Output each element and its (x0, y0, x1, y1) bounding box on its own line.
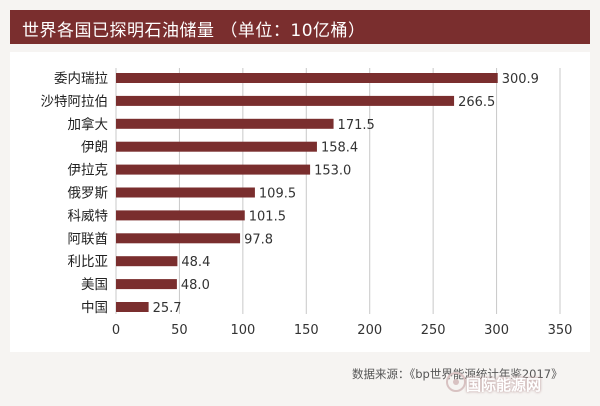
x-tick-label: 200 (357, 323, 382, 338)
value-label: 153.0 (314, 164, 351, 179)
category-label: 美国 (81, 277, 108, 293)
bar (116, 210, 245, 221)
bar (116, 233, 241, 244)
x-tick-label: 100 (230, 323, 255, 338)
category-label: 加拿大 (68, 116, 109, 133)
category-label: 俄罗斯 (68, 186, 109, 202)
x-tick-label: 350 (548, 323, 573, 338)
bar (116, 141, 317, 152)
category-label: 委内瑞拉 (54, 71, 108, 87)
category-label: 科威特 (68, 208, 109, 224)
x-tick-label: 150 (294, 323, 319, 338)
bar (116, 302, 149, 312)
value-label: 158.4 (321, 141, 358, 156)
x-tick-label: 250 (421, 323, 446, 338)
value-label: 171.5 (338, 118, 375, 133)
chart-title: 世界各国已探明石油储量 （单位：10亿桶） (22, 21, 366, 41)
bar (116, 118, 334, 129)
category-label: 利比亚 (68, 254, 109, 270)
value-label: 266.5 (458, 95, 495, 110)
bar (116, 164, 311, 175)
category-label: 伊拉克 (68, 163, 109, 179)
category-label: 沙特阿拉伯 (41, 94, 109, 110)
bar (116, 187, 255, 198)
bars (116, 73, 498, 312)
x-tick-label: 50 (171, 323, 188, 338)
labels: 0 50 100 150 200 250 300 350 委内瑞拉 300.9 沙特阿拉伯 266.5… (41, 71, 573, 338)
value-label: 109.5 (259, 187, 296, 202)
value-label: 48.4 (181, 255, 210, 270)
value-label: 101.5 (249, 209, 286, 224)
x-tick-label: 300 (484, 323, 509, 338)
value-label: 25.7 (153, 301, 182, 316)
bar (116, 256, 178, 267)
bar (116, 73, 498, 83)
x-tick-label: 0 (112, 323, 120, 338)
value-label: 97.8 (244, 232, 273, 247)
value-label: 48.0 (181, 278, 210, 293)
bar (116, 279, 177, 290)
watermark-logo-icon (446, 372, 466, 392)
value-label: 300.9 (502, 72, 539, 87)
category-label: 伊朗 (81, 140, 108, 156)
category-label: 中国 (81, 300, 108, 316)
category-label: 阿联酋 (68, 230, 109, 247)
watermark: 国际能源网 (466, 376, 542, 394)
bar (116, 95, 455, 106)
title-bar (10, 10, 590, 44)
